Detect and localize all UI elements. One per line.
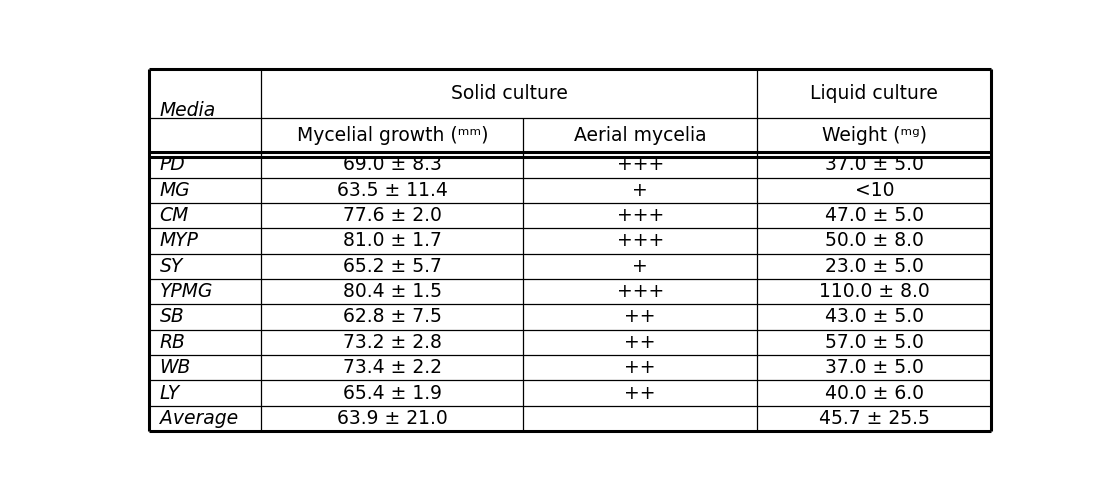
Text: LY: LY [159, 384, 180, 402]
Text: 65.4 ± 1.9: 65.4 ± 1.9 [343, 384, 442, 402]
Text: 63.5 ± 11.4: 63.5 ± 11.4 [337, 181, 447, 199]
Text: 62.8 ± 7.5: 62.8 ± 7.5 [343, 307, 442, 327]
Text: 43.0 ± 5.0: 43.0 ± 5.0 [825, 307, 924, 327]
Text: +++: +++ [617, 155, 663, 174]
Text: 80.4 ± 1.5: 80.4 ± 1.5 [343, 282, 442, 301]
Text: 37.0 ± 5.0: 37.0 ± 5.0 [825, 155, 924, 174]
Text: 73.2 ± 2.8: 73.2 ± 2.8 [343, 333, 442, 352]
Text: 57.0 ± 5.0: 57.0 ± 5.0 [825, 333, 924, 352]
Text: 40.0 ± 6.0: 40.0 ± 6.0 [825, 384, 924, 402]
Text: RB: RB [159, 333, 186, 352]
Text: +: + [632, 181, 648, 199]
Text: MYP: MYP [159, 232, 198, 250]
Text: Average: Average [159, 409, 238, 428]
Text: 110.0 ± 8.0: 110.0 ± 8.0 [819, 282, 929, 301]
Text: Solid culture: Solid culture [451, 84, 568, 103]
Text: ++: ++ [624, 307, 656, 327]
Text: 23.0 ± 5.0: 23.0 ± 5.0 [825, 257, 924, 276]
Text: Media: Media [159, 101, 216, 120]
Text: +++: +++ [617, 282, 663, 301]
Text: +: + [632, 257, 648, 276]
Text: WB: WB [159, 358, 191, 377]
Text: Aerial mycelia: Aerial mycelia [574, 126, 707, 145]
Text: 47.0 ± 5.0: 47.0 ± 5.0 [825, 206, 924, 225]
Text: 81.0 ± 1.7: 81.0 ± 1.7 [343, 232, 442, 250]
Text: YPMG: YPMG [159, 282, 213, 301]
Text: ++: ++ [624, 333, 656, 352]
Text: Weight (ᵐᵍ): Weight (ᵐᵍ) [821, 126, 927, 145]
Text: +++: +++ [617, 206, 663, 225]
Text: 69.0 ± 8.3: 69.0 ± 8.3 [343, 155, 442, 174]
Text: SB: SB [159, 307, 185, 327]
Text: ++: ++ [624, 358, 656, 377]
Text: ++: ++ [624, 384, 656, 402]
Text: PD: PD [159, 155, 185, 174]
Text: 73.4 ± 2.2: 73.4 ± 2.2 [343, 358, 442, 377]
Text: <10: <10 [855, 181, 894, 199]
Text: 50.0 ± 8.0: 50.0 ± 8.0 [825, 232, 924, 250]
Text: CM: CM [159, 206, 189, 225]
Text: 37.0 ± 5.0: 37.0 ± 5.0 [825, 358, 924, 377]
Text: Mycelial growth (ᵐᵐ): Mycelial growth (ᵐᵐ) [296, 126, 489, 145]
Text: MG: MG [159, 181, 190, 199]
Text: 65.2 ± 5.7: 65.2 ± 5.7 [343, 257, 442, 276]
Text: 45.7 ± 25.5: 45.7 ± 25.5 [819, 409, 929, 428]
Text: Liquid culture: Liquid culture [810, 84, 938, 103]
Text: 63.9 ± 21.0: 63.9 ± 21.0 [337, 409, 447, 428]
Text: SY: SY [159, 257, 183, 276]
Text: +++: +++ [617, 232, 663, 250]
Text: 77.6 ± 2.0: 77.6 ± 2.0 [343, 206, 442, 225]
